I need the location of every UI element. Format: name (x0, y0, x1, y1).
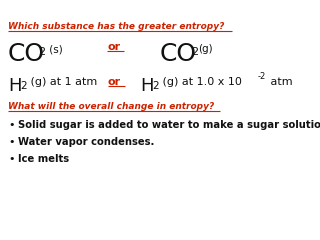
Text: -2: -2 (258, 72, 266, 81)
Text: •: • (8, 120, 14, 130)
Text: (g) at 1.0 x 10: (g) at 1.0 x 10 (159, 77, 242, 87)
Text: 2: 2 (38, 47, 45, 57)
Text: H: H (140, 77, 154, 95)
Text: (s): (s) (46, 44, 63, 54)
Text: (g): (g) (198, 44, 212, 54)
Text: CO: CO (8, 42, 45, 66)
Text: or: or (107, 42, 120, 52)
Text: •: • (8, 154, 14, 164)
Text: Which substance has the greater entropy?: Which substance has the greater entropy? (8, 22, 224, 31)
Text: •: • (8, 137, 14, 147)
Text: CO: CO (160, 42, 197, 66)
Text: H: H (8, 77, 21, 95)
Text: Ice melts: Ice melts (18, 154, 69, 164)
Text: or: or (108, 77, 121, 87)
Text: What will the overall change in entropy?: What will the overall change in entropy? (8, 102, 214, 111)
Text: Solid sugar is added to water to make a sugar solution.: Solid sugar is added to water to make a … (18, 120, 320, 130)
Text: Water vapor condenses.: Water vapor condenses. (18, 137, 154, 147)
Text: 2: 2 (152, 81, 159, 91)
Text: 2: 2 (20, 81, 27, 91)
Text: (g) at 1 atm: (g) at 1 atm (27, 77, 97, 87)
Text: 2: 2 (191, 47, 198, 57)
Text: atm: atm (267, 77, 292, 87)
